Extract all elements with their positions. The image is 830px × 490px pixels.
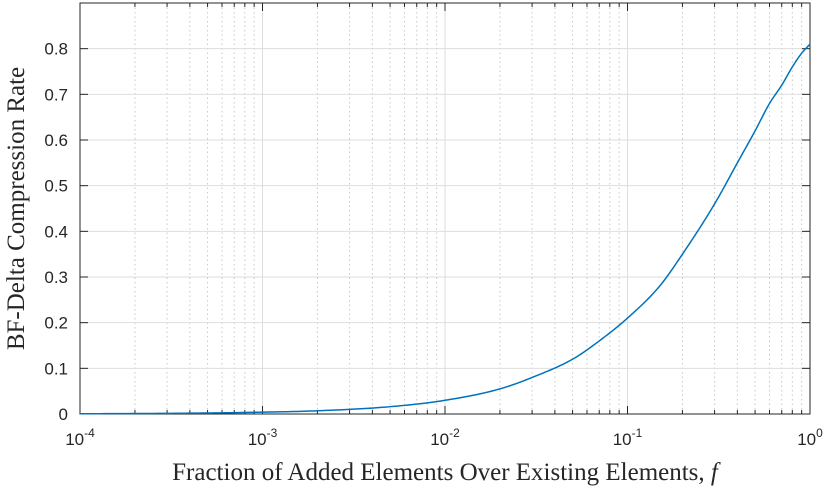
x-tick-label-base: 10 — [613, 430, 632, 449]
x-tick-label: 10-4 — [65, 426, 95, 449]
y-tick-label: 0 — [59, 405, 68, 424]
y-tick-label: 0.3 — [44, 268, 68, 287]
x-tick-label: 10-3 — [248, 426, 278, 449]
x-tick-label-base: 10 — [248, 430, 267, 449]
x-tick-label-base: 10 — [430, 430, 449, 449]
y-axis-title: BF-Delta Compression Rate — [3, 67, 30, 350]
x-tick-label-exponent: 0 — [816, 426, 823, 440]
y-tick-label: 0.2 — [44, 314, 68, 333]
x-tick-label: 10-1 — [613, 426, 643, 449]
x-tick-label-base: 10 — [797, 430, 816, 449]
x-tick-label-exponent: -1 — [632, 426, 643, 440]
x-axis-title-text: Fraction of Added Elements Over Existing… — [172, 459, 711, 486]
x-tick-label-exponent: -3 — [267, 426, 278, 440]
x-tick-label-base: 10 — [65, 430, 84, 449]
y-tick-label: 0.8 — [44, 40, 68, 59]
tick-label-layer: 10-4 10-3 10-2 10-1 10000.10.20.30.40.50.60.… — [44, 40, 823, 449]
y-tick-label: 0.4 — [44, 222, 68, 241]
y-tick-label: 0.1 — [44, 359, 68, 378]
x-tick-label-exponent: -2 — [449, 426, 460, 440]
series-line — [79, 43, 811, 415]
grid-layer — [79, 3, 811, 415]
y-tick-label: 0.5 — [44, 177, 68, 196]
x-tick-label: 10-2 — [430, 426, 460, 449]
x-tick-label-exponent: -4 — [84, 426, 95, 440]
x-axis-title: Fraction of Added Elements Over Existing… — [172, 459, 721, 486]
x-tick-label: 100 — [797, 426, 823, 449]
x-axis-title-symbol: f — [711, 459, 721, 486]
y-tick-label: 0.7 — [44, 85, 68, 104]
y-tick-label: 0.6 — [44, 131, 68, 150]
